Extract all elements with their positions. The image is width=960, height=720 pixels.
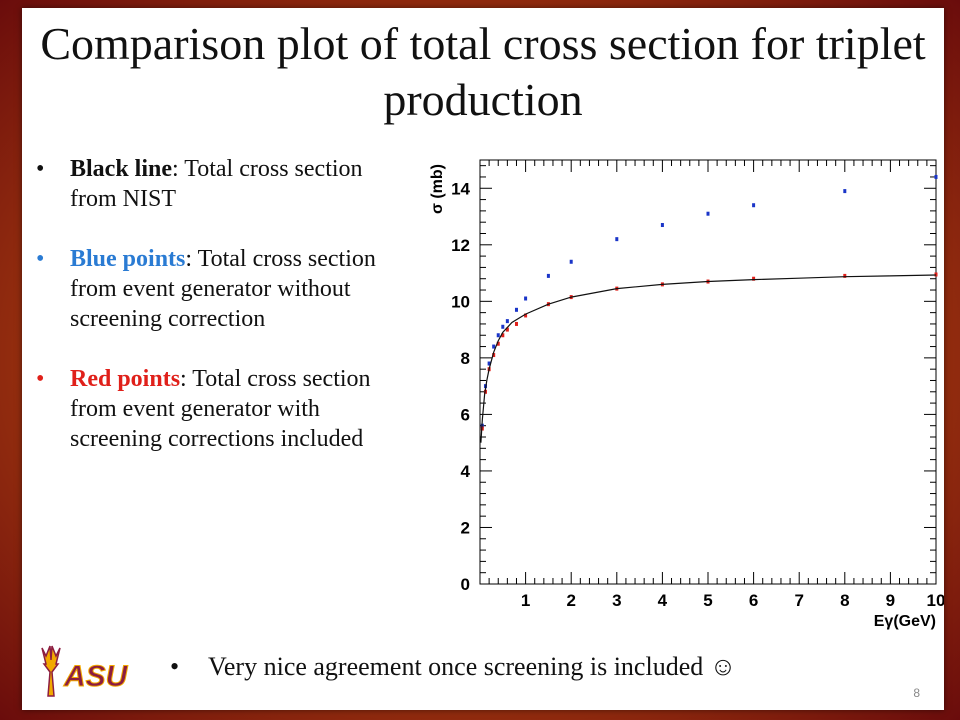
bullet-lead: Black line	[70, 156, 173, 182]
blue-data-point	[660, 223, 664, 228]
plot-frame	[479, 159, 937, 585]
red-data-point	[524, 313, 528, 318]
x-tick-label: 8	[840, 591, 849, 610]
slide-title: Comparison plot of total cross section f…	[40, 18, 926, 125]
y-axis-label: σ (mb)	[429, 164, 446, 214]
blue-data-point	[752, 203, 756, 208]
x-tick-label: 1	[521, 591, 530, 610]
blue-data-point	[524, 296, 528, 301]
x-tick-label: 4	[658, 591, 668, 610]
logo-text: ASU	[63, 660, 129, 693]
page-number: 8	[913, 686, 920, 700]
y-tick-label: 4	[461, 462, 471, 481]
slide: Comparison plot of total cross section f…	[22, 8, 944, 710]
red-data-point	[752, 276, 756, 281]
blue-data-point	[546, 273, 550, 278]
red-data-point	[514, 321, 518, 326]
y-tick-label: 6	[461, 405, 470, 424]
bullet-blue-points: • Blue points: Total cross section from …	[34, 244, 404, 334]
red-data-point	[934, 272, 938, 277]
red-data-point	[505, 327, 509, 332]
bullet-lead: Blue points	[70, 246, 186, 272]
y-tick-label: 10	[451, 292, 470, 311]
x-tick-label: 5	[703, 591, 712, 610]
x-tick-label: 7	[794, 591, 803, 610]
bullet-red-points: • Red points: Total cross section from e…	[34, 364, 404, 454]
y-tick-label: 0	[461, 575, 470, 594]
x-tick-label: 3	[612, 591, 621, 610]
x-tick-label: 6	[749, 591, 758, 610]
blue-data-point	[505, 319, 509, 324]
y-tick-label: 14	[451, 179, 470, 198]
bullet-dot: •	[36, 366, 45, 392]
blue-data-point	[514, 307, 518, 312]
red-data-point	[843, 273, 847, 278]
x-tick-label: 2	[566, 591, 575, 610]
x-tick-label: 9	[886, 591, 895, 610]
red-data-point	[501, 333, 505, 338]
pitchfork-icon	[41, 645, 61, 697]
blue-data-point	[615, 237, 619, 242]
bullet-lead: Red points	[70, 366, 181, 392]
blue-data-point	[569, 259, 573, 264]
x-tick-label: 10	[927, 591, 944, 610]
bullet-text: : Total cross section from event generat…	[70, 366, 371, 452]
bottom-text: Very nice agreement once screening is in…	[208, 652, 737, 681]
blue-data-point	[492, 344, 496, 349]
bullet-text: : Total cross section from NIST	[70, 156, 363, 212]
asu-logo: ASU	[41, 645, 129, 697]
blue-data-point	[934, 174, 938, 179]
x-axis-label: Eγ(GeV)	[874, 613, 936, 630]
y-tick-label: 12	[451, 236, 470, 255]
blue-data-point	[843, 189, 847, 194]
bullet-text: : Total cross section from event generat…	[70, 246, 376, 332]
blue-data-point	[501, 324, 505, 329]
nist-total-cross-section-line	[480, 274, 937, 443]
y-tick-label: 8	[461, 349, 470, 368]
blue-data-point	[706, 211, 710, 216]
bullet-black-line: • Black line: Total cross section from N…	[34, 154, 404, 214]
bullet-dot: •	[36, 246, 45, 272]
bullet-dot: •	[170, 652, 180, 681]
blue-data-point	[496, 333, 500, 338]
bullet-dot: •	[36, 156, 45, 182]
y-tick-label: 2	[461, 518, 470, 537]
red-data-point	[492, 353, 496, 358]
bullet-list: • Black line: Total cross section from N…	[34, 154, 404, 484]
blue-data-point	[487, 361, 491, 366]
red-data-point	[496, 341, 500, 346]
